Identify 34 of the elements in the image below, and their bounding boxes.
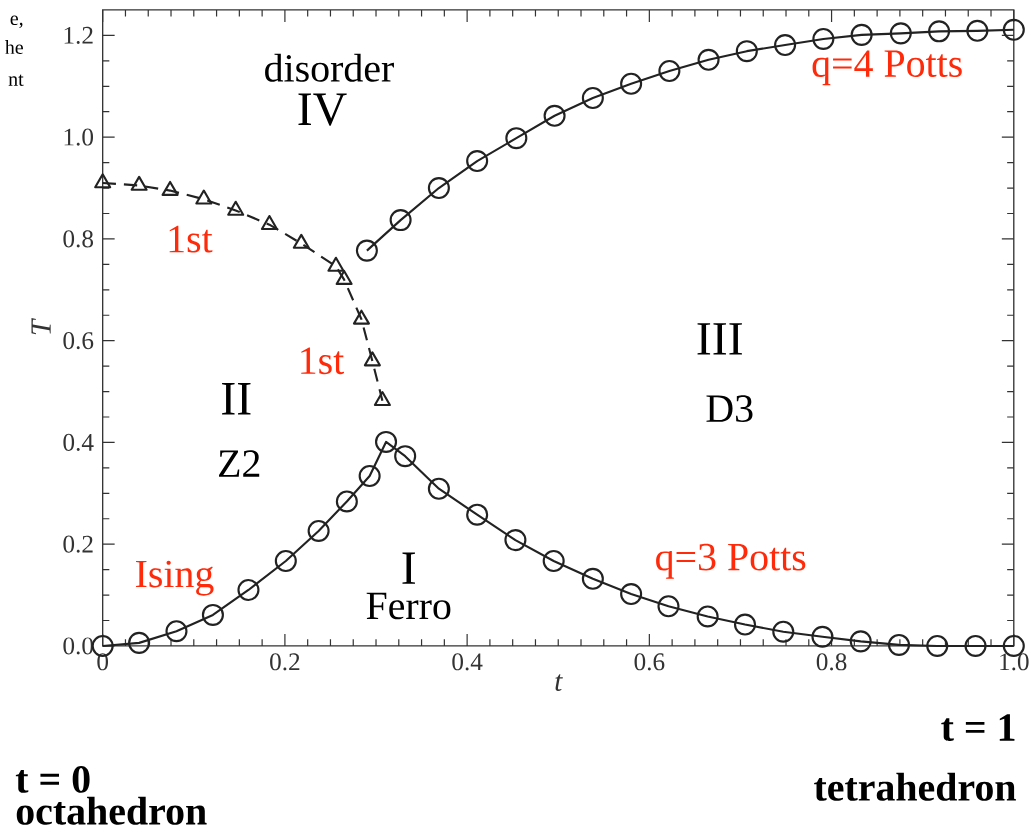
- y-tick-label: 0.8: [63, 230, 94, 248]
- text: t = 1: [941, 714, 1015, 741]
- y-tick-label: 1.2: [64, 26, 93, 44]
- text: tetrahedron: [814, 772, 1016, 801]
- text: t = 0: [15, 765, 90, 793]
- y-tick-label: 0.4: [63, 433, 94, 451]
- y-tick-label: 0.2: [63, 535, 93, 553]
- annotation: disorder: [265, 53, 394, 82]
- text: octahedron: [16, 796, 207, 825]
- annotation: Ising: [136, 560, 214, 596]
- annotation: q=4 Potts: [812, 50, 962, 85]
- x-tick-label: 1.0: [1000, 653, 1029, 671]
- annotation: II: [222, 382, 251, 415]
- x-tick-label: 0.6: [634, 653, 665, 671]
- annotation: III: [697, 323, 742, 355]
- annotation: IV: [298, 93, 347, 126]
- y-tick-label: 0.0: [63, 637, 94, 655]
- y-axis-title: T: [31, 317, 51, 334]
- annotation: I: [402, 552, 415, 584]
- x-tick-label: 0.4: [452, 653, 483, 671]
- y-tick-label: 0.6: [63, 331, 94, 350]
- annotation: 1st: [169, 225, 213, 253]
- x-axis-title: t: [555, 674, 563, 691]
- annotation: D3: [706, 395, 753, 422]
- x-tick-label: 0.8: [816, 653, 847, 671]
- x-tick-label: 0.2: [270, 653, 300, 671]
- text: e,: [10, 15, 23, 28]
- y-tick-label: 1.0: [64, 128, 94, 146]
- annotation: q=3 Potts: [656, 543, 806, 579]
- annotation: Z2: [219, 450, 260, 477]
- text: he: [5, 39, 23, 54]
- text: nt: [8, 74, 24, 86]
- annotation: 1st: [301, 347, 345, 375]
- annotation: Ferro: [366, 592, 451, 620]
